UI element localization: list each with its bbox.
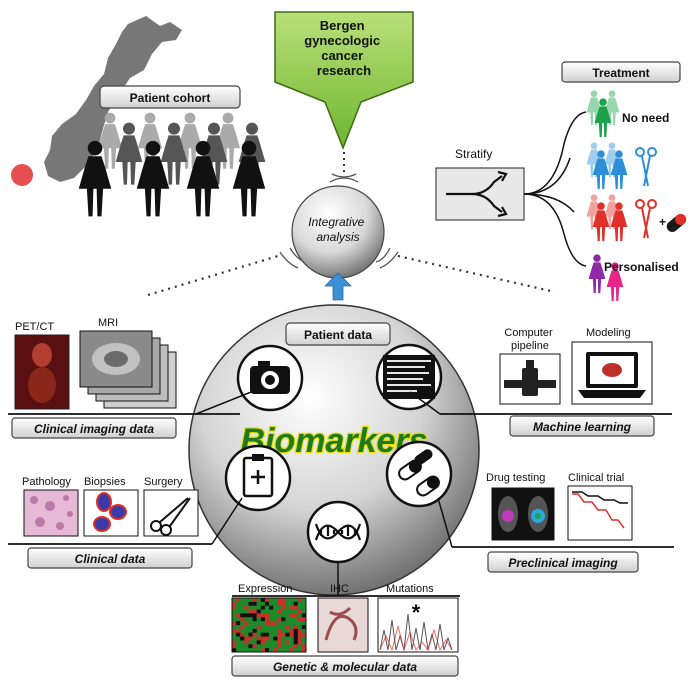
scissors-icon (635, 199, 657, 239)
mutations-label: Mutations (386, 583, 434, 595)
clinical-imaging-section: PET/CT MRI Clinical imaging data (8, 317, 257, 439)
preclinical-caption: Preclinical imaging (508, 556, 618, 570)
cycle-arrows-top (329, 173, 359, 183)
ihc-label: IHC (330, 583, 349, 595)
genetic-section: Expression IHC Mutations * Genetic & mol… (231, 562, 460, 677)
genetic-caption: Genetic & molecular data (273, 660, 417, 674)
biomarkers-title: Biomarkers (240, 422, 427, 460)
patient-cohort-label: Patient cohort (130, 91, 211, 105)
clinical-trial-label: Clinical trial (568, 472, 624, 484)
no-need-label: No need (622, 111, 669, 125)
computer-pipeline-line-1: Computer (504, 327, 553, 339)
laptop-icon (578, 352, 646, 398)
clipboard-icon (224, 444, 292, 512)
treatment-section: Treatment Stratify No need (435, 61, 687, 302)
stratify-label: Stratify (455, 147, 492, 161)
biopsies-label: Biopsies (84, 476, 126, 488)
drug-testing-label: Drug testing (486, 472, 545, 484)
clinical-data-section: Pathology Biopsies Surgery Clinical data (8, 476, 243, 569)
no-need-group: No need (586, 90, 669, 138)
petct-label: PET/CT (15, 321, 54, 333)
preclinical-section: Drug testing Clinical trial Preclinical … (437, 472, 674, 573)
surgery-scissors-icon (150, 497, 191, 536)
stratify-branches (523, 111, 587, 267)
pill-icon (666, 213, 687, 233)
pipeline-icon (504, 360, 556, 396)
header-line-2: gynecologic (304, 33, 380, 48)
svg-text:Integrative analysis: Integrative analysis (308, 215, 367, 244)
code-screen-icon (375, 343, 443, 411)
mutation-asterisk: * (412, 600, 421, 625)
pathology-label: Pathology (22, 476, 71, 488)
dna-icon (306, 500, 370, 564)
combined-treatment-group: + (586, 194, 687, 242)
up-arrow (324, 272, 352, 301)
pills-icon (385, 440, 453, 508)
ihc-image (317, 597, 369, 653)
plus-sign: + (659, 215, 666, 229)
clinical-data-caption: Clinical data (75, 552, 146, 566)
mri-label: MRI (98, 317, 118, 329)
camera-icon (236, 344, 304, 412)
machine-learning-section: Computer pipeline Modeling Machine learn… (409, 327, 672, 437)
surgery-label: Surgery (144, 476, 183, 488)
integrative-analysis: Integrative analysis (291, 185, 385, 279)
mri-stack (79, 330, 177, 409)
machine-learning-caption: Machine learning (533, 420, 632, 434)
patient-cohort: Patient cohort (78, 85, 266, 217)
expression-label: Expression (238, 583, 292, 595)
analysis-line-1: Integrative (308, 215, 364, 229)
personalised-group: Personalised (588, 254, 679, 302)
split-arrow-icon (446, 170, 508, 218)
modeling-label: Modeling (586, 327, 631, 339)
header-line-3: cancer (321, 48, 363, 63)
expression-heatmap (232, 598, 307, 653)
header-line-4: research (317, 63, 371, 78)
surgery-group (586, 142, 657, 190)
biomarkers-sphere: Patient data Biomarkers (188, 304, 480, 596)
treatment-title: Treatment (592, 66, 649, 80)
bergen-research-box: Bergen gynecologic cancer research (274, 11, 414, 151)
scissors-icon (635, 147, 657, 187)
computer-pipeline-line-2: pipeline (511, 340, 549, 352)
analysis-line-2: analysis (316, 230, 359, 244)
patient-data-label: Patient data (304, 328, 372, 342)
clinical-imaging-caption: Clinical imaging data (34, 422, 154, 436)
bergen-highlight (11, 164, 33, 186)
personalised-label: Personalised (604, 260, 679, 274)
svg-text:Bergen gynecologic: Bergen gynecologic cancer research (304, 18, 383, 78)
svg-text:Computer pipeline: Computer pipeline (504, 327, 555, 352)
header-line-1: Bergen (320, 18, 365, 33)
